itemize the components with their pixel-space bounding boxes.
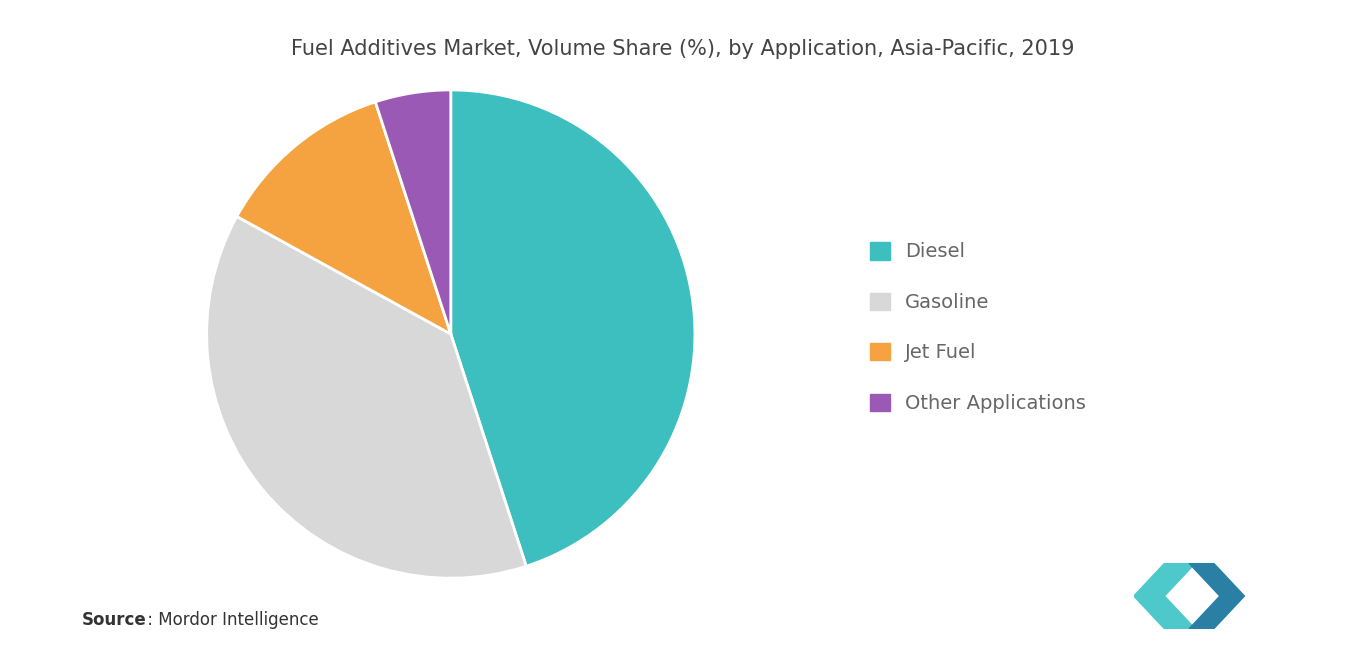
Wedge shape [376,90,451,334]
Wedge shape [451,90,695,566]
Text: Source: Source [82,611,146,629]
Text: Fuel Additives Market, Volume Share (%), by Application, Asia-Pacific, 2019: Fuel Additives Market, Volume Share (%),… [291,39,1075,60]
Wedge shape [236,102,451,334]
Polygon shape [1134,563,1195,629]
Polygon shape [1188,563,1244,629]
Wedge shape [206,216,526,578]
Text: : Mordor Intelligence: : Mordor Intelligence [142,611,318,629]
Legend: Diesel, Gasoline, Jet Fuel, Other Applications: Diesel, Gasoline, Jet Fuel, Other Applic… [870,242,1086,413]
